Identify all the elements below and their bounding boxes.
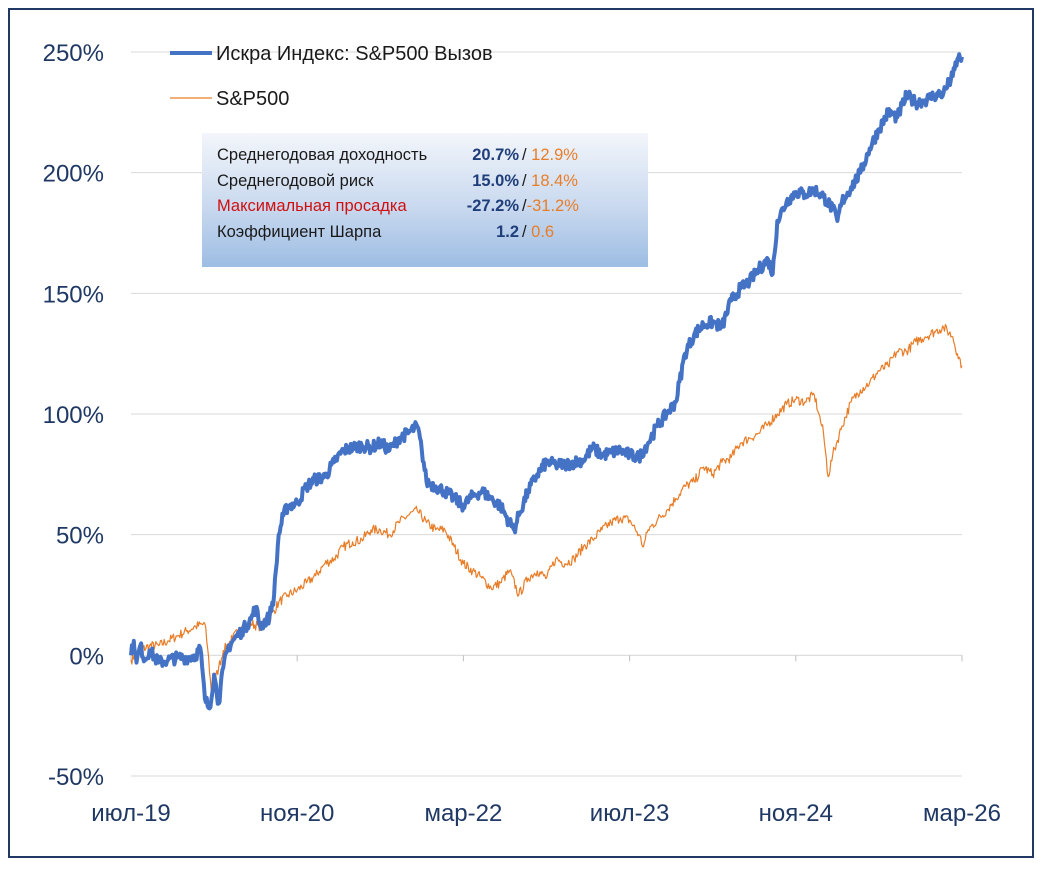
y-axis: 250% 200% 150% 100% 50% 0% -50% [43,40,104,791]
stats-label: Максимальная просадка [217,197,407,215]
stats-separator: / [522,223,532,241]
legend-label-bench: S&P500 [216,88,289,110]
stats-separator: / [522,146,532,164]
y-tick-label: 250% [43,40,104,67]
series-line-bench [130,323,963,693]
series-line-main [129,52,964,711]
stats-label: Среднегодовая доходность [217,146,428,164]
stats-bench-value: -31.2% [526,197,579,215]
y-tick-label: 0% [69,643,104,670]
stats-value: 15.0% [472,172,519,190]
stats-separator: / [522,197,527,215]
stats-value: 20.7% [472,146,519,164]
x-tick-label: июл-23 [590,800,670,827]
x-tick-label: мар-26 [923,800,1001,827]
stats-value: -27.2% [466,197,519,215]
legend-label-main: Искра Индекс: S&P500 Вызов [216,43,493,65]
y-tick-label: 200% [43,161,104,188]
stats-bench-value: 12.9% [531,146,578,164]
stats-box: Среднегодовая доходность 20.7% / 12.9% С… [202,133,648,267]
x-tick-label: ноя-24 [759,800,833,827]
y-tick-label: 50% [56,523,104,550]
y-tick-label: 150% [43,281,104,308]
stats-separator: / [522,172,532,190]
x-tick-label: мар-22 [424,800,502,827]
legend: Искра Индекс: S&P500 Вызов S&P500 [170,43,493,110]
stats-value: 1.2 [496,223,519,241]
x-axis: июл-19 ноя-20 мар-22 июл-23 ноя-24 мар-26 [91,654,1001,827]
stats-label: Коэффициент Шарпа [217,223,382,241]
y-tick-label: 100% [43,402,104,429]
series-lines [129,52,964,711]
x-tick-label: ноя-20 [260,800,334,827]
stats-label: Среднегодовой риск [217,172,374,190]
stats-bench-value: 0.6 [531,223,555,241]
y-tick-label: -50% [48,764,104,791]
stats-bench-value: 18.4% [531,172,578,190]
x-tick-label: июл-19 [91,800,171,827]
